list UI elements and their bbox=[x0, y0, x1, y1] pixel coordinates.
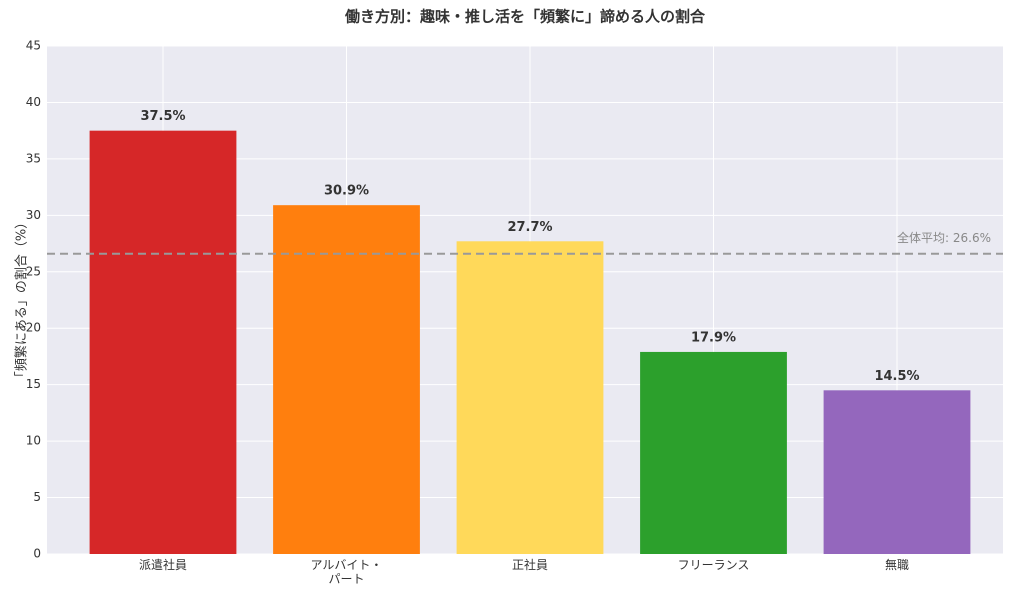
y-tick-label: 20 bbox=[26, 321, 41, 335]
y-tick-label: 40 bbox=[26, 95, 41, 109]
bar bbox=[89, 130, 237, 554]
x-tick-label: アルバイト・ パート bbox=[310, 558, 383, 586]
x-tick-label: 派遣社員 bbox=[138, 558, 187, 572]
value-label: 27.7% bbox=[507, 220, 552, 235]
chart-title: 働き方別：趣味・推し活を「頻繁に」諦める人の割合 bbox=[344, 8, 706, 26]
y-tick-label: 10 bbox=[26, 434, 41, 448]
value-label: 30.9% bbox=[324, 184, 369, 199]
x-tick-label: 正社員 bbox=[511, 558, 548, 572]
y-axis-label: 「頻繁にある」の割合（%） bbox=[14, 216, 30, 384]
y-tick-label: 5 bbox=[33, 490, 41, 504]
value-label: 37.5% bbox=[140, 109, 185, 124]
y-tick-label: 30 bbox=[26, 208, 41, 222]
bar bbox=[456, 241, 604, 554]
y-tick-label: 25 bbox=[26, 264, 41, 278]
bar bbox=[640, 351, 787, 554]
average-label: 全体平均: 26.6% bbox=[897, 230, 991, 245]
y-tick-label: 15 bbox=[26, 377, 41, 391]
bar bbox=[273, 205, 420, 554]
bar bbox=[823, 390, 971, 554]
y-tick-label: 45 bbox=[26, 39, 41, 53]
x-tick-label: フリーランス bbox=[677, 558, 750, 572]
value-label: 17.9% bbox=[691, 330, 736, 345]
y-tick-label: 0 bbox=[33, 547, 41, 561]
value-label: 14.5% bbox=[874, 369, 919, 384]
x-tick-label: 無職 bbox=[884, 558, 909, 572]
y-tick-label: 35 bbox=[26, 151, 41, 165]
